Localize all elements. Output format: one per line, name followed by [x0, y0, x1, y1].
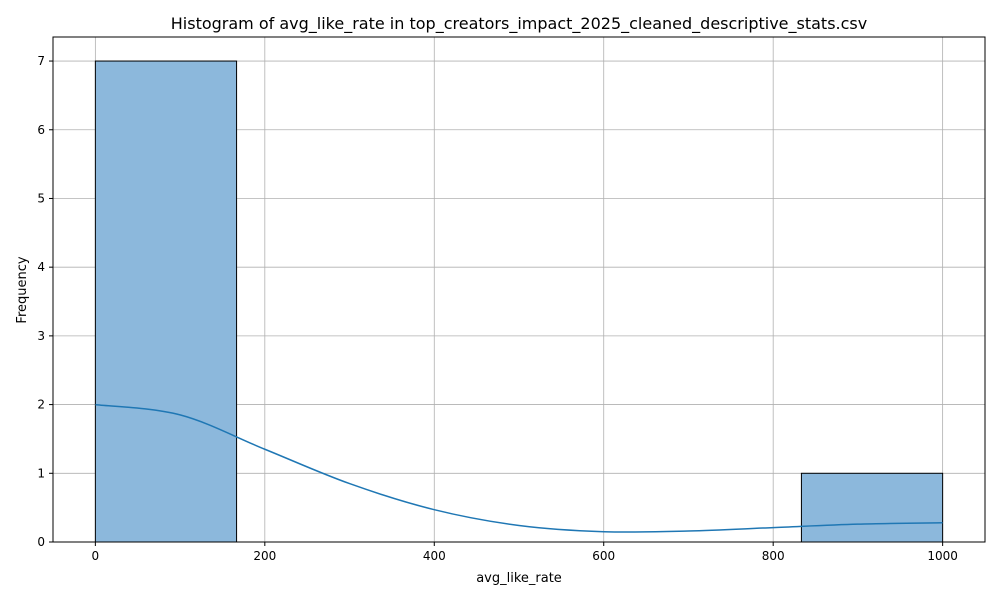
histogram-bars	[94, 60, 944, 543]
x-tick-label: 800	[762, 549, 785, 563]
chart-title: Histogram of avg_like_rate in top_creato…	[171, 14, 867, 34]
y-tick-label: 3	[37, 329, 45, 343]
x-tick-label: 0	[92, 549, 100, 563]
y-axis-label: Frequency	[15, 256, 30, 323]
x-axis-ticks: 0 200 400 600 800 1000	[92, 542, 958, 563]
y-tick-label: 5	[37, 191, 45, 205]
y-tick-label: 0	[37, 535, 45, 549]
x-tick-label: 400	[423, 549, 446, 563]
y-tick-label: 6	[37, 123, 45, 137]
x-axis-label: avg_like_rate	[476, 571, 562, 586]
y-tick-label: 4	[37, 260, 45, 274]
y-tick-label: 1	[37, 466, 45, 480]
y-tick-label: 7	[37, 54, 45, 68]
x-tick-label: 1000	[927, 549, 958, 563]
y-axis-ticks: 0 1 2 3 4 5 6 7	[37, 54, 53, 549]
histogram-bar-0	[94, 60, 238, 543]
x-tick-label: 600	[592, 549, 615, 563]
kde-curve	[95, 403, 943, 533]
x-tick-label: 200	[253, 549, 276, 563]
histogram-bar-5	[800, 472, 944, 543]
y-tick-label: 2	[37, 398, 45, 412]
plot-frame	[52, 36, 986, 543]
